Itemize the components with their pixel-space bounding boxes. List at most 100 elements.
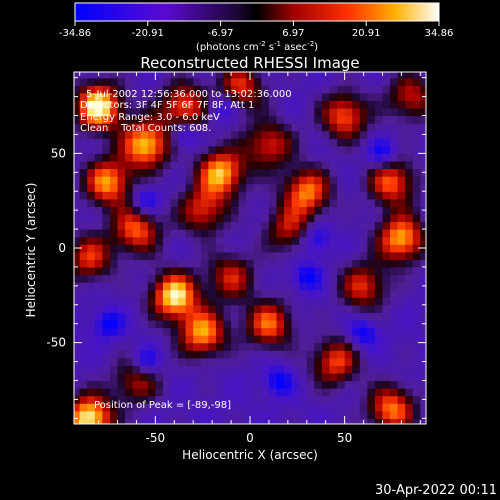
heatmap-cell bbox=[299, 395, 308, 404]
heatmap-cell bbox=[268, 266, 278, 276]
heatmap-cell bbox=[94, 274, 103, 283]
heatmap-cell bbox=[117, 350, 126, 359]
heatmap-cell bbox=[193, 123, 202, 132]
heatmap-cell bbox=[261, 115, 270, 124]
heatmap-cell bbox=[102, 418, 111, 424]
heatmap-cell bbox=[397, 274, 406, 283]
heatmap-cell bbox=[337, 138, 346, 147]
heatmap-cell bbox=[420, 350, 426, 359]
heatmap-cell bbox=[200, 319, 209, 329]
heatmap-cell bbox=[344, 251, 353, 260]
heatmap-cell bbox=[79, 388, 88, 397]
heatmap-cell bbox=[352, 72, 361, 79]
heatmap-cell bbox=[231, 77, 240, 86]
heatmap-cell bbox=[170, 312, 179, 321]
heatmap-cell bbox=[87, 418, 96, 424]
heatmap-cell bbox=[215, 100, 225, 109]
heatmap-cell bbox=[162, 403, 172, 412]
heatmap-cell bbox=[337, 274, 346, 283]
heatmap-cell bbox=[329, 380, 338, 389]
heatmap-cell bbox=[238, 410, 247, 419]
heatmap-cell bbox=[299, 100, 308, 109]
heatmap-cell bbox=[284, 410, 293, 419]
heatmap-cell bbox=[94, 236, 103, 245]
heatmap-cell bbox=[337, 206, 346, 215]
heatmap-cell bbox=[178, 138, 187, 147]
heatmap-cell bbox=[185, 160, 194, 170]
heatmap-cell bbox=[268, 304, 278, 313]
heatmap-cell bbox=[87, 403, 96, 412]
heatmap-cell bbox=[321, 168, 331, 177]
heatmap-cell bbox=[306, 77, 315, 86]
heatmap-cell bbox=[390, 380, 399, 389]
heatmap-cell bbox=[390, 160, 399, 170]
heatmap-cell bbox=[200, 410, 209, 419]
heatmap-cell bbox=[268, 335, 278, 344]
heatmap-cell bbox=[117, 418, 126, 424]
heatmap-cell bbox=[155, 365, 164, 374]
heatmap-cell bbox=[329, 176, 338, 185]
heatmap-cell bbox=[306, 168, 315, 177]
heatmap-cell bbox=[125, 115, 134, 124]
heatmap-cell bbox=[420, 85, 426, 94]
heatmap-cell bbox=[382, 191, 391, 200]
heatmap-cell bbox=[253, 319, 262, 329]
heatmap-cell bbox=[359, 100, 368, 109]
heatmap-cell bbox=[200, 92, 209, 101]
heatmap-cell bbox=[140, 266, 149, 276]
heatmap-cell bbox=[87, 388, 96, 397]
heatmap-cell bbox=[140, 251, 149, 260]
heatmap-cell bbox=[306, 206, 315, 215]
heatmap-cell bbox=[253, 100, 262, 109]
heatmap-cell bbox=[420, 183, 426, 192]
heatmap-cell bbox=[185, 357, 194, 366]
heatmap-cell bbox=[314, 92, 323, 101]
heatmap-cell bbox=[109, 145, 119, 154]
heatmap-cell bbox=[306, 236, 315, 245]
heatmap-cell bbox=[147, 206, 156, 215]
heatmap-cell bbox=[102, 335, 111, 344]
heatmap-cell bbox=[132, 395, 141, 404]
heatmap-cell bbox=[246, 244, 255, 253]
heatmap-cell bbox=[125, 304, 134, 313]
heatmap-cell bbox=[253, 85, 262, 94]
heatmap-cell bbox=[276, 244, 285, 253]
heatmap-cell bbox=[390, 395, 399, 404]
heatmap-cell bbox=[223, 85, 232, 94]
heatmap-cell bbox=[185, 365, 194, 374]
heatmap-cell bbox=[147, 77, 156, 86]
heatmap-cell bbox=[155, 168, 164, 177]
heatmap-cell bbox=[200, 403, 209, 412]
heatmap-cell bbox=[314, 85, 323, 94]
heatmap-cell bbox=[412, 297, 421, 306]
heatmap-cell bbox=[276, 259, 285, 268]
heatmap-cell bbox=[200, 335, 209, 344]
heatmap-cell bbox=[94, 176, 103, 185]
heatmap-cell bbox=[132, 342, 141, 351]
heatmap-cell bbox=[223, 72, 232, 79]
heatmap-cell bbox=[405, 304, 414, 313]
heatmap-cell bbox=[367, 176, 376, 185]
heatmap-cell bbox=[193, 403, 202, 412]
heatmap-cell bbox=[215, 304, 225, 313]
heatmap-cell bbox=[74, 380, 81, 389]
heatmap-cell bbox=[94, 145, 103, 154]
heatmap-cell bbox=[374, 183, 384, 192]
heatmap-cell bbox=[276, 130, 285, 139]
heatmap-cell bbox=[374, 335, 384, 344]
heatmap-cell bbox=[140, 191, 149, 200]
heatmap-cell bbox=[352, 395, 361, 404]
heatmap-cell bbox=[420, 191, 426, 200]
heatmap-cell bbox=[140, 312, 149, 321]
heatmap-cell bbox=[193, 221, 202, 230]
heatmap-cells bbox=[74, 72, 426, 424]
heatmap-cell bbox=[412, 72, 421, 79]
heatmap-cell bbox=[74, 312, 81, 321]
heatmap-cell bbox=[268, 365, 278, 374]
heatmap-cell bbox=[397, 289, 406, 298]
heatmap-cell bbox=[193, 130, 202, 139]
heatmap-cell bbox=[79, 365, 88, 374]
heatmap-cell bbox=[367, 388, 376, 397]
heatmap-cell bbox=[337, 297, 346, 306]
heatmap-cell bbox=[268, 357, 278, 366]
